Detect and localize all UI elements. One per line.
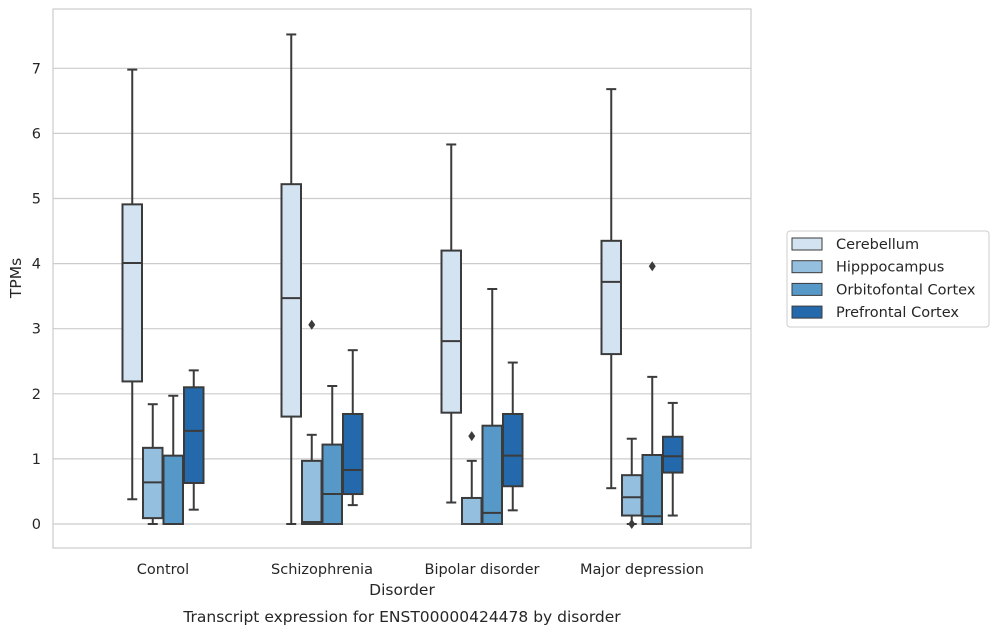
legend-swatch-3 bbox=[791, 282, 823, 296]
box-2-4-outlier-1 bbox=[628, 519, 636, 529]
box-3-4 bbox=[641, 261, 663, 525]
y-axis-label: TPMs bbox=[7, 258, 25, 299]
box-1-4-body bbox=[600, 239, 622, 356]
y-tick-label-5: 5 bbox=[32, 192, 41, 208]
box-2-2-outlier-1 bbox=[308, 319, 316, 330]
box-2-3-outlier-1 bbox=[468, 431, 476, 442]
box-2-4 bbox=[621, 437, 643, 529]
box-3-2-body bbox=[321, 443, 343, 525]
box-series bbox=[121, 33, 684, 529]
box-4-1 bbox=[183, 369, 205, 511]
box-3-1-body bbox=[162, 454, 184, 525]
legend-swatch-2 bbox=[791, 260, 823, 274]
box-3-4-outlier-1 bbox=[648, 261, 656, 272]
legend-swatch-4 bbox=[791, 305, 823, 319]
y-tick-label-7: 7 bbox=[32, 61, 41, 77]
x-tick-labels: Control Schizophrenia Bipolar disorder Majo… bbox=[137, 562, 704, 578]
box-3-3-body bbox=[481, 424, 503, 526]
x-tick-label-2: Schizophrenia bbox=[271, 562, 373, 578]
box-3-3 bbox=[481, 287, 503, 526]
y-tick-label-1: 1 bbox=[32, 452, 41, 468]
y-tick-labels: 0 1 2 3 4 5 6 7 bbox=[32, 61, 41, 533]
chart-caption: Transcript expression for ENST0000042447… bbox=[182, 608, 621, 626]
y-tick-label-6: 6 bbox=[32, 126, 41, 142]
box-1-4 bbox=[600, 88, 622, 490]
box-4-3-body bbox=[502, 412, 524, 488]
box-3-1 bbox=[162, 394, 184, 525]
x-tick-label-3: Bipolar disorder bbox=[425, 562, 540, 578]
box-1-2-body bbox=[280, 183, 302, 418]
series-cerebellum bbox=[121, 33, 622, 525]
box-4-2 bbox=[342, 349, 364, 507]
x-axis-label: Disorder bbox=[369, 581, 435, 599]
box-4-4 bbox=[662, 401, 684, 517]
legend-label-1: Cerebellum bbox=[836, 237, 919, 253]
legend-label-2: Hipppocampus bbox=[836, 260, 944, 276]
y-tick-label-3: 3 bbox=[32, 322, 41, 338]
y-tick-label-0: 0 bbox=[32, 517, 41, 533]
x-tick-label-4: Major depression bbox=[580, 562, 704, 578]
legend-frame bbox=[786, 230, 990, 328]
box-4-3 bbox=[502, 361, 524, 512]
box-3-4-body bbox=[641, 453, 663, 525]
box-1-2 bbox=[280, 33, 302, 525]
box-2-3-body bbox=[461, 496, 483, 525]
x-tick-label-1: Control bbox=[137, 562, 189, 578]
legend-label-4: Prefrontal Cortex bbox=[836, 305, 959, 321]
box-1-1 bbox=[121, 68, 143, 501]
box-4-2-body bbox=[342, 412, 364, 496]
box-4-4-body bbox=[662, 435, 684, 474]
box-1-3-body bbox=[440, 249, 462, 414]
legend-swatch-1 bbox=[791, 237, 823, 251]
box-2-4-body bbox=[621, 474, 643, 517]
y-tick-label-2: 2 bbox=[32, 387, 41, 403]
series-orbitofontal-cortex bbox=[162, 261, 663, 526]
box-2-2-body bbox=[301, 459, 323, 525]
legend-label-3: Orbitofontal Cortex bbox=[836, 282, 976, 298]
box-1-3 bbox=[440, 143, 462, 504]
legend: Cerebellum Hipppocampus Orbitofontal Corte… bbox=[786, 230, 990, 328]
box-3-2 bbox=[321, 384, 343, 525]
box-4-1-body bbox=[183, 386, 205, 484]
box-1-1-body bbox=[121, 203, 143, 383]
series-prefrontal-cortex bbox=[183, 349, 684, 517]
y-tick-label-4: 4 bbox=[32, 257, 41, 273]
